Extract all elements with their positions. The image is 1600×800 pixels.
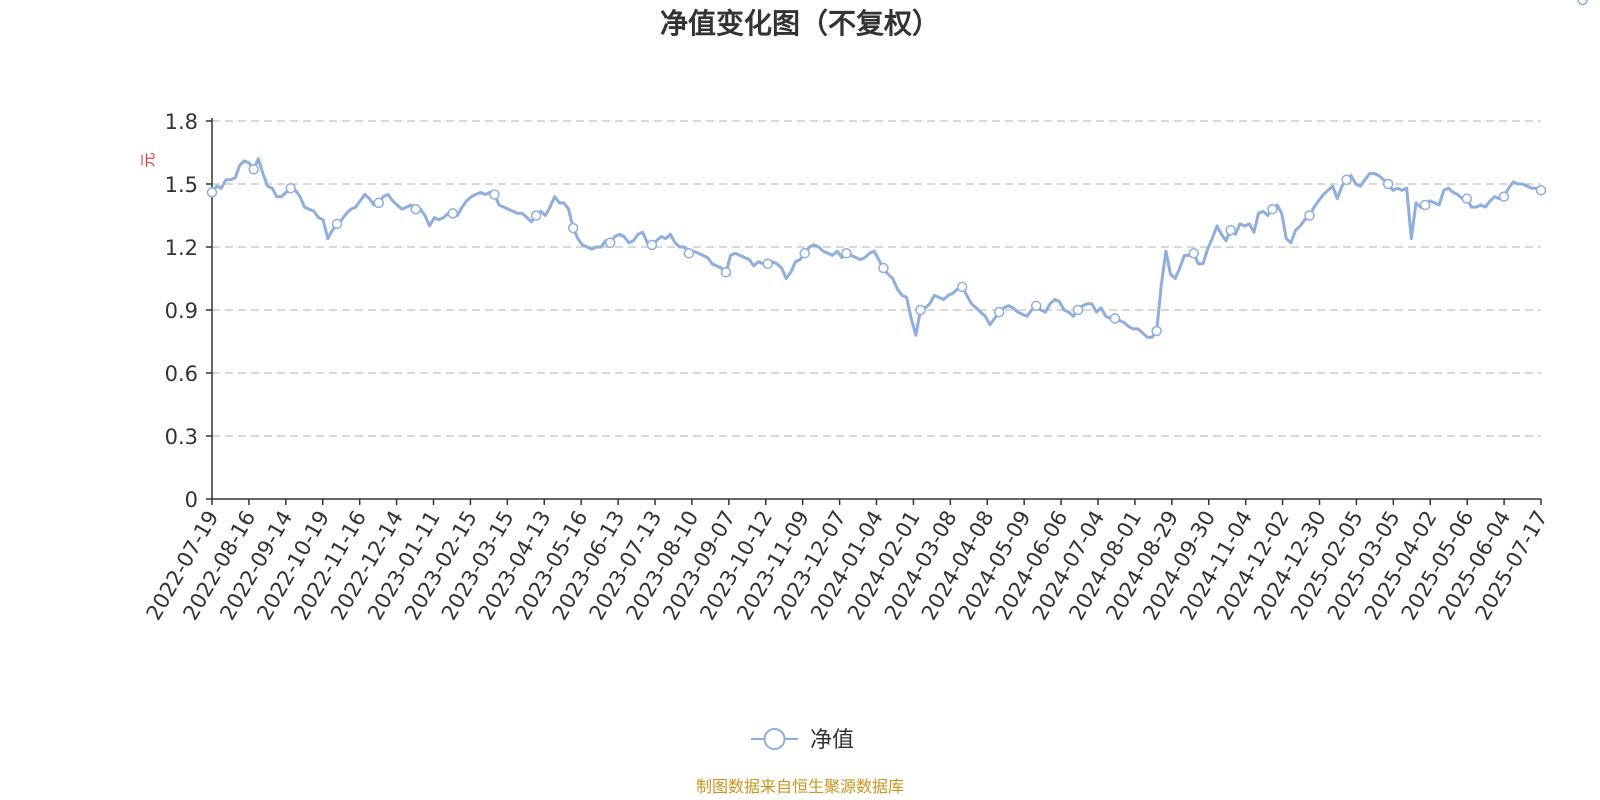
y-tick-labels: 0 0.3 0.6 0.9 1.2 1.5 1.8 — [165, 110, 198, 512]
data-point-marker[interactable] — [331, 218, 343, 230]
data-point-marker[interactable] — [489, 189, 500, 200]
series-line-净值 — [210, 157, 1542, 339]
data-point-marker[interactable] — [373, 197, 384, 209]
series-group — [206, 0, 1588, 339]
data-point-marker[interactable] — [646, 239, 658, 251]
y-tick-label: 1.5 — [165, 173, 198, 197]
source-note: 制图数据来自恒生聚源数据库 — [696, 777, 904, 796]
y-tick-label: 0.9 — [165, 299, 198, 323]
data-point-marker[interactable] — [683, 248, 695, 259]
data-point-marker[interactable] — [410, 203, 421, 215]
y-axis-unit-label: 元 — [139, 152, 157, 167]
legend[interactable]: 净值 — [751, 728, 854, 753]
y-tick-label: 0 — [185, 488, 198, 512]
data-point-marker[interactable] — [993, 306, 1005, 318]
x-tick-labels: 2022-07-192022-08-162022-09-142022-10-19… — [142, 507, 1553, 625]
data-point-marker[interactable] — [1304, 210, 1315, 221]
grid-lines — [206, 120, 1541, 500]
y-tick-label: 0.3 — [165, 425, 198, 449]
data-point-marker[interactable] — [1535, 185, 1547, 196]
data-point-marker[interactable] — [841, 248, 852, 259]
data-point-marker[interactable] — [762, 258, 773, 270]
data-point-marker[interactable] — [1419, 199, 1431, 211]
data-point-marker[interactable] — [206, 187, 218, 198]
data-point-marker[interactable] — [1382, 178, 1394, 190]
data-point-marker[interactable] — [248, 164, 259, 175]
data-point-marker[interactable] — [530, 210, 542, 221]
data-point-marker[interactable] — [1109, 313, 1121, 324]
data-point-marker[interactable] — [1577, 0, 1588, 6]
data-point-marker[interactable] — [1461, 193, 1473, 204]
data-point-marker[interactable] — [1225, 224, 1236, 236]
data-point-marker[interactable] — [1341, 174, 1352, 186]
y-tick-label: 1.2 — [165, 236, 198, 260]
data-point-marker[interactable] — [1267, 203, 1278, 215]
data-point-marker[interactable] — [567, 222, 579, 234]
data-point-marker[interactable] — [1188, 248, 1199, 259]
data-point-marker[interactable] — [915, 304, 926, 316]
data-point-marker[interactable] — [956, 281, 968, 293]
y-tick-label: 1.8 — [165, 110, 198, 134]
legend-circle-icon — [763, 728, 786, 750]
data-point-marker[interactable] — [720, 266, 732, 278]
data-point-marker[interactable] — [878, 262, 889, 274]
y-tick-label: 0.6 — [165, 362, 198, 386]
data-point-marker[interactable] — [1151, 325, 1162, 337]
axes — [211, 118, 1542, 505]
legend-label: 净值 — [810, 728, 854, 753]
data-point-marker[interactable] — [285, 182, 296, 194]
data-point-marker[interactable] — [1031, 300, 1042, 312]
data-point-marker[interactable] — [1498, 191, 1510, 202]
data-point-marker[interactable] — [799, 248, 810, 259]
data-point-marker[interactable] — [1072, 304, 1084, 316]
data-point-marker[interactable] — [447, 208, 459, 219]
chart-title: 净值变化图（不复权） — [660, 7, 940, 40]
data-point-marker[interactable] — [604, 237, 616, 249]
